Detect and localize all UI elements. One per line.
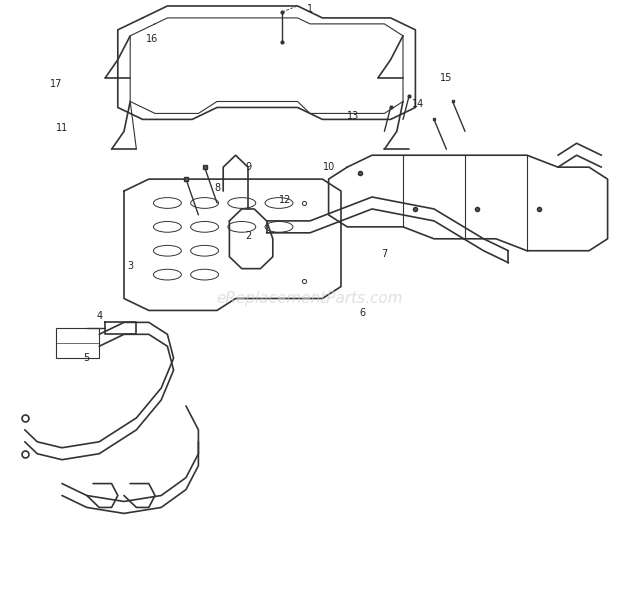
Text: 9: 9 — [245, 162, 251, 172]
Text: 13: 13 — [347, 112, 360, 121]
Text: 5: 5 — [84, 353, 90, 363]
Text: 10: 10 — [322, 162, 335, 172]
Text: 3: 3 — [127, 261, 133, 270]
Text: 16: 16 — [146, 34, 158, 44]
Text: 15: 15 — [440, 73, 453, 82]
Text: 2: 2 — [245, 231, 251, 241]
Text: 7: 7 — [381, 249, 388, 259]
FancyBboxPatch shape — [56, 328, 99, 358]
Text: 12: 12 — [279, 195, 291, 205]
Text: 4: 4 — [96, 312, 102, 321]
Text: 14: 14 — [412, 100, 425, 109]
Text: 11: 11 — [56, 124, 68, 133]
Text: 17: 17 — [50, 79, 62, 88]
Text: 6: 6 — [360, 309, 366, 318]
Text: 8: 8 — [214, 183, 220, 193]
Text: 1: 1 — [307, 4, 313, 14]
Text: eReplacementParts.com: eReplacementParts.com — [216, 291, 404, 306]
